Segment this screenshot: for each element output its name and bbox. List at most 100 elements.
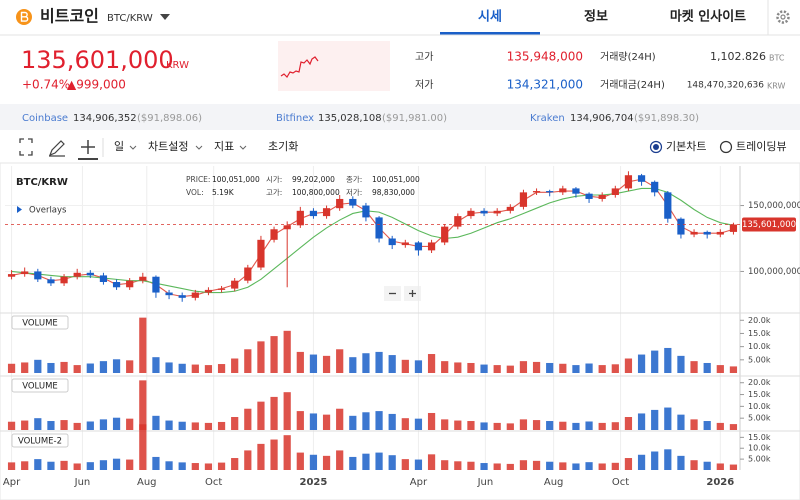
candle-body [34, 271, 42, 280]
candle-body [493, 210, 501, 214]
volume-bar [401, 459, 409, 470]
indicators[interactable]: 지표 [214, 140, 234, 153]
reset[interactable]: 초기화 [268, 140, 298, 153]
volume-bar [664, 347, 672, 373]
exchange-name: Bitfinex [276, 113, 314, 124]
volume-bar [270, 336, 278, 373]
volume-bar [519, 361, 528, 373]
radio-checked[interactable] [649, 140, 663, 154]
volume-bar [611, 462, 619, 470]
candle-body [467, 210, 475, 217]
x-tick-label: Aug [137, 477, 157, 488]
candle-body [309, 210, 318, 217]
candle-body [519, 192, 528, 207]
volume-bar [112, 458, 121, 470]
volume-bar [677, 455, 685, 470]
volume-bar [7, 462, 16, 470]
volume-bar [73, 365, 81, 373]
y-tick-label: 20.0k [748, 316, 771, 325]
volume-bar [467, 461, 475, 470]
coin-name: 비트코인 [40, 7, 99, 26]
volume-bar [21, 420, 29, 430]
current-price: 135,601,000 [21, 46, 174, 74]
dropdown[interactable] [160, 14, 170, 20]
volume-bar [624, 458, 633, 470]
y-tick-label: 10.0k [748, 342, 771, 351]
volume-bar [454, 420, 462, 430]
crosshair-icon[interactable] [81, 140, 95, 154]
candle-body [322, 208, 331, 217]
candle-body [112, 282, 121, 288]
volume-bar [322, 355, 331, 373]
fullscreen-icon[interactable] [19, 138, 33, 156]
sparkline [280, 56, 319, 78]
volume-bar [309, 413, 318, 430]
candle-body [99, 275, 108, 282]
tab-underline [440, 32, 540, 35]
volume-bar [388, 355, 396, 373]
draw-icon[interactable] [48, 140, 65, 157]
chart-settings[interactable]: 차트설정 [148, 140, 188, 153]
overlay-label[interactable]: Overlays [29, 206, 67, 216]
radio[interactable] [719, 140, 733, 154]
candle-body [296, 210, 304, 226]
volume-bar [611, 364, 619, 373]
volume-bar [690, 361, 698, 373]
settings-icon[interactable] [776, 10, 790, 24]
volume-bar [139, 380, 147, 430]
candle-body [703, 231, 711, 235]
volume-bar [270, 396, 278, 430]
coin-glyph [20, 11, 29, 22]
change-rate: +0.74% [22, 78, 70, 92]
y-tick-label: 15.0k [748, 433, 771, 442]
volume-bar [506, 463, 514, 470]
y-tick-label: 15.0k [748, 329, 771, 338]
volume-bar [519, 419, 528, 430]
volume-bar [362, 453, 370, 470]
volume-bar [362, 412, 370, 430]
volume-bar [112, 359, 121, 373]
plot: Apr Jun Aug Oct 2025 Apr Jun Aug Oct 2026 100,000,… [0, 166, 800, 488]
price-block: 135,601,000 KRW +0.74% ▲999,000 고가 135,9… [21, 41, 785, 92]
info-label: 고가: [266, 188, 282, 197]
tab[interactable]: 정보 [584, 9, 608, 25]
info-value: 100,051,000 [372, 175, 420, 184]
tab[interactable]: 시세 [478, 10, 502, 25]
volume-bar [204, 365, 213, 373]
x-tick-label: 2025 [300, 477, 328, 488]
volume-bar [86, 462, 94, 470]
candle-body [60, 276, 68, 284]
candle-body [611, 188, 619, 195]
volume-bar [401, 418, 409, 430]
volume-bar [716, 422, 724, 430]
mode-option[interactable]: 기본차트 [666, 140, 706, 153]
mode-option[interactable]: 트레이딩뷰 [736, 140, 787, 153]
exchange-name: Kraken [530, 113, 565, 124]
tab[interactable]: 마켓 인사이트 [670, 9, 746, 25]
volume-bar [336, 408, 344, 430]
volume-bar [99, 419, 108, 430]
zoom-controls [384, 286, 421, 301]
overlay-toggle[interactable] [17, 206, 22, 213]
volume-bar [441, 419, 449, 430]
volume-bar [244, 408, 252, 430]
candle-body [126, 280, 134, 288]
volume-bar [572, 463, 580, 470]
interval[interactable]: 일 [114, 139, 124, 153]
stat-label: 거래량(24H) [600, 51, 656, 63]
x-tick-label: Apr [410, 477, 428, 488]
exchanges: Coinbase 134,906,352 ($91,898.06) Bitfin… [22, 113, 699, 124]
volume-bar [493, 422, 501, 430]
volume-bar [231, 358, 239, 373]
volume-bar [703, 421, 711, 430]
candle-body [572, 188, 580, 194]
volume-bar [519, 460, 528, 470]
info-label: 시가: [266, 175, 282, 184]
volume-bar [257, 401, 265, 430]
stat-value: 135,948,000 [507, 50, 583, 64]
volume-bar [296, 411, 304, 430]
candle-body [427, 242, 436, 251]
